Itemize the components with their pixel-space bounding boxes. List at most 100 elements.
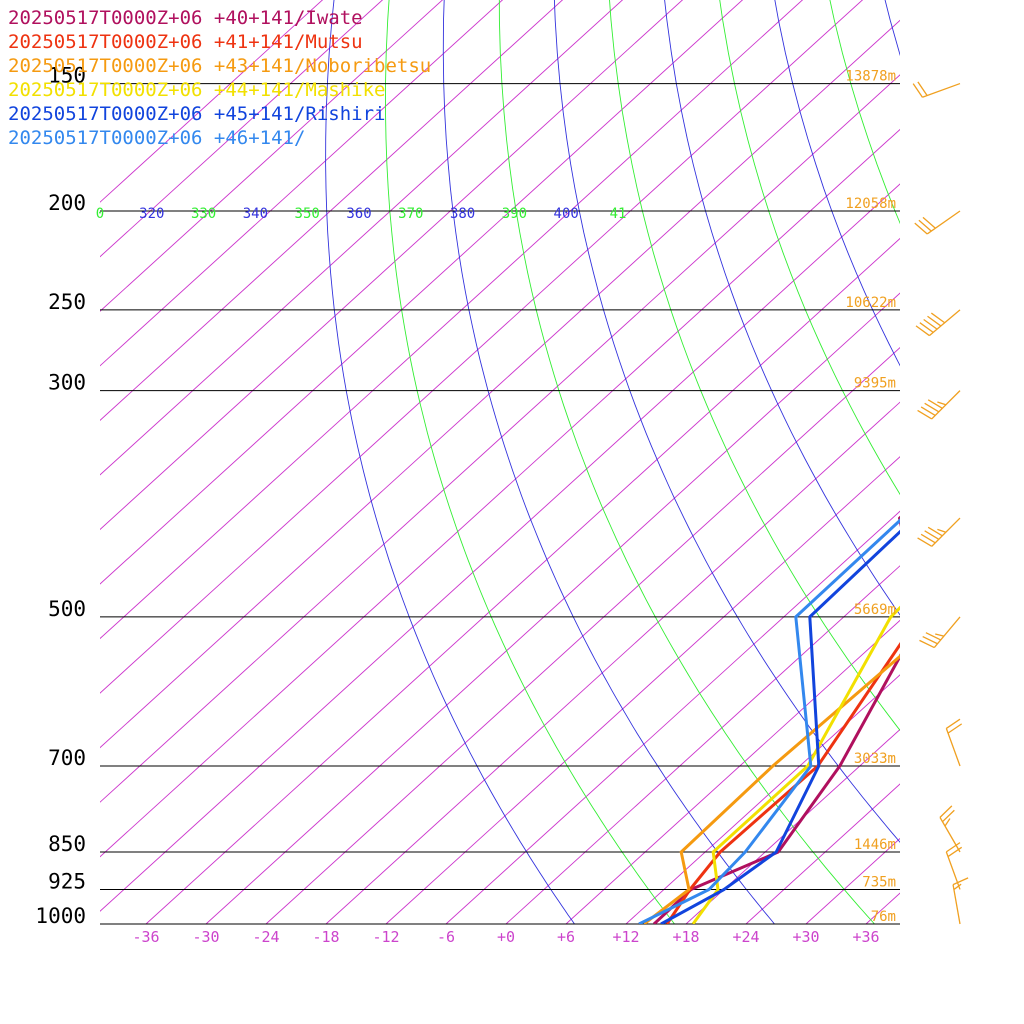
wind-barb-staff bbox=[945, 851, 961, 890]
theta-label: 400 bbox=[554, 206, 579, 222]
isotherm-line bbox=[685, 728, 900, 924]
dry-adiabat-line bbox=[976, 0, 1024, 924]
legend-entry: 20250517T0000Z+06 +46+141/ bbox=[8, 127, 305, 149]
wind-barb-feather bbox=[937, 401, 947, 406]
isotherm-line bbox=[505, 565, 900, 924]
wind-barb-feather bbox=[937, 528, 947, 533]
wind-barb-staff bbox=[945, 728, 961, 767]
grid-lines bbox=[100, 0, 1024, 924]
dry-adiabat-line bbox=[553, 0, 900, 843]
wind-barb-feather bbox=[919, 322, 934, 333]
isotherm-line bbox=[100, 74, 900, 803]
isotherm-line bbox=[445, 510, 900, 924]
height-label: 5669m bbox=[854, 602, 896, 618]
series-line bbox=[691, 605, 900, 924]
wind-barb-feather bbox=[945, 718, 961, 729]
dry-adiabat-line bbox=[385, 0, 675, 924]
temperature-tick-label: +24 bbox=[732, 928, 759, 946]
height-label: 10622m bbox=[845, 295, 896, 311]
wind-barb-feather bbox=[919, 639, 935, 649]
dry-adiabat-line bbox=[325, 0, 575, 924]
temperature-tick-label: -30 bbox=[192, 928, 219, 946]
wind-barb-feather bbox=[918, 219, 932, 232]
theta-label: 360 bbox=[346, 206, 371, 222]
pressure-label: 250 bbox=[48, 290, 86, 314]
wind-barb-feather bbox=[920, 533, 936, 544]
isotherm-line bbox=[100, 0, 564, 421]
wind-barb-feather bbox=[917, 537, 933, 547]
theta-label: 41 bbox=[610, 206, 627, 222]
wind-barb-feather bbox=[947, 846, 963, 858]
isotherm-line bbox=[100, 19, 900, 749]
isotherm-line bbox=[986, 0, 1024, 924]
pressure-label: 850 bbox=[48, 832, 86, 856]
isotherm-line bbox=[100, 0, 324, 203]
wind-barb-feather bbox=[915, 325, 930, 337]
legend: 20250517T0000Z+06 +40+141/Iwate20250517T… bbox=[8, 7, 431, 149]
height-label: 3033m bbox=[854, 751, 896, 767]
wind-barb bbox=[915, 309, 961, 337]
theta-label: 320 bbox=[139, 206, 164, 222]
isotherm-line bbox=[325, 401, 900, 924]
pressure-label: 150 bbox=[48, 64, 86, 88]
height-label: 1446m bbox=[854, 837, 896, 853]
wind-barb bbox=[945, 718, 963, 767]
dry-adiabat-line bbox=[719, 0, 900, 496]
pressure-label: 200 bbox=[48, 191, 86, 215]
pressure-label: 1000 bbox=[35, 904, 86, 928]
wind-barb bbox=[939, 805, 961, 853]
wind-barb-feather bbox=[912, 83, 923, 98]
wind-barb-feather bbox=[953, 883, 962, 891]
dry-adiabat-line bbox=[442, 0, 775, 924]
wind-barb-feather bbox=[924, 402, 940, 413]
wind-barb-feather bbox=[942, 809, 955, 823]
legend-entry: 20250517T0000Z+06 +41+141/Mutsu bbox=[8, 31, 363, 53]
wind-barb bbox=[952, 877, 969, 925]
theta-label: 390 bbox=[502, 206, 527, 222]
wind-barb-staff bbox=[922, 82, 961, 98]
axis-labels: 100150200250300500700850925100016421m138… bbox=[35, 64, 896, 946]
dry-adiabat-line bbox=[498, 0, 875, 924]
series-line bbox=[638, 518, 900, 924]
wind-barb-feather bbox=[927, 526, 943, 537]
isotherm-line bbox=[100, 183, 900, 912]
wind-barb-feather bbox=[920, 406, 936, 416]
height-label: 9395m bbox=[854, 376, 896, 392]
wind-barb-feather bbox=[952, 877, 969, 886]
theta-label: 380 bbox=[450, 206, 475, 222]
isotherm-line bbox=[265, 347, 900, 924]
dry-adiabat-line bbox=[934, 0, 1024, 924]
isotherm-line bbox=[100, 0, 444, 312]
temperature-tick-label: +18 bbox=[672, 928, 699, 946]
series-line bbox=[643, 654, 900, 924]
isotherm-line bbox=[100, 0, 864, 694]
theta-label: 330 bbox=[191, 206, 216, 222]
wind-barb bbox=[914, 210, 961, 235]
wind-barb-feather bbox=[925, 632, 942, 641]
wind-barb-staff bbox=[939, 817, 961, 853]
wind-barb-feather bbox=[935, 633, 945, 637]
isotherm-line bbox=[100, 0, 384, 258]
series-line bbox=[665, 641, 900, 924]
wind-barb-feather bbox=[944, 818, 951, 827]
temperature-tick-label: +0 bbox=[497, 928, 515, 946]
dry-adiabat-line bbox=[609, 0, 900, 731]
dry-adiabat-line bbox=[664, 0, 900, 616]
dry-adiabat-line bbox=[1018, 0, 1024, 924]
isotherm-line bbox=[100, 0, 504, 367]
wind-barb-staff bbox=[933, 616, 961, 648]
wind-barb-feather bbox=[927, 315, 942, 327]
legend-entry: 20250517T0000Z+06 +43+141/Noboribetsu bbox=[8, 55, 431, 77]
height-label: 735m bbox=[862, 874, 896, 890]
temperature-tick-label: +30 bbox=[792, 928, 819, 946]
legend-entry: 20250517T0000Z+06 +44+141/Mashike bbox=[8, 79, 386, 101]
wind-barb-feather bbox=[945, 842, 961, 853]
pressure-label: 925 bbox=[48, 869, 86, 893]
theta-label: 340 bbox=[243, 206, 268, 222]
legend-entry: 20250517T0000Z+06 +45+141/Rishiri bbox=[8, 103, 386, 125]
wind-barb-feather bbox=[930, 312, 946, 324]
wind-barb-feather bbox=[947, 723, 963, 734]
isotherm-line bbox=[100, 0, 624, 476]
temperature-tick-label: -24 bbox=[252, 928, 279, 946]
